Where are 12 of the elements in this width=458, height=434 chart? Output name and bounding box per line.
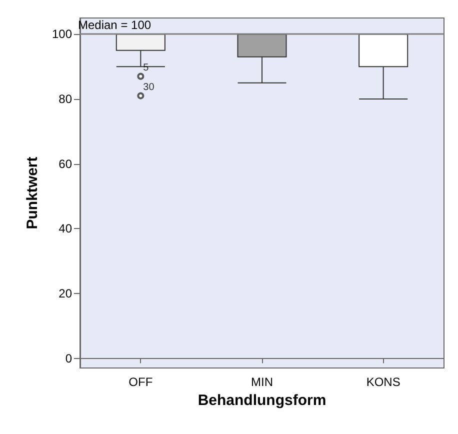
x-axis-title: Behandlungsform [198, 392, 326, 409]
annotation: 30 [143, 82, 155, 93]
y-tick-label: 60 [58, 156, 72, 171]
y-tick-label: 80 [58, 92, 72, 106]
y-tick-label: 100 [52, 27, 72, 42]
y-tick-label: 40 [58, 222, 72, 236]
y-tick-label: 0 [65, 351, 72, 366]
x-tick-label: OFF [128, 375, 153, 389]
x-tick-label: KONS [366, 375, 400, 389]
y-axis-title: Punktwert [24, 156, 41, 230]
x-tick-label: MIN [251, 375, 273, 389]
y-tick-label: 20 [58, 286, 72, 300]
